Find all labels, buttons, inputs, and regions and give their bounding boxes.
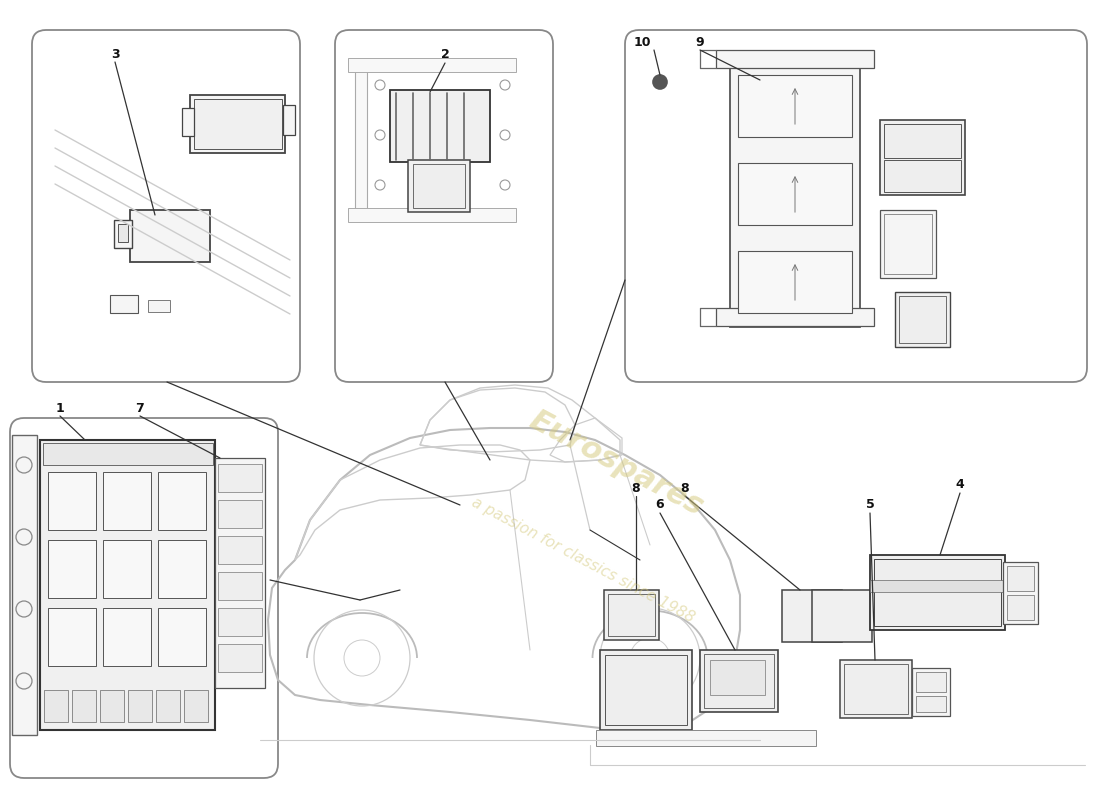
Bar (1006, 566, 1034, 591)
Bar (895, 292, 950, 347)
Bar (158, 608, 206, 666)
Bar (218, 500, 262, 528)
Bar (608, 594, 654, 636)
Bar (390, 90, 490, 162)
Bar (700, 650, 778, 712)
FancyBboxPatch shape (10, 418, 278, 778)
Bar (916, 672, 946, 692)
Bar (194, 99, 282, 149)
Bar (605, 655, 688, 725)
Bar (1006, 595, 1034, 620)
Bar (218, 572, 262, 600)
Bar (190, 95, 285, 153)
Bar (782, 590, 842, 642)
Bar (158, 540, 206, 598)
Bar (148, 300, 170, 312)
Bar (916, 696, 946, 712)
Bar (738, 251, 852, 313)
Bar (130, 210, 210, 262)
Bar (158, 472, 206, 530)
Bar (72, 690, 96, 722)
Text: a passion for classics since 1988: a passion for classics since 1988 (469, 494, 697, 626)
Text: 4: 4 (956, 478, 965, 491)
Bar (412, 164, 465, 208)
Bar (730, 55, 860, 327)
Text: 6: 6 (656, 498, 664, 511)
Text: 10: 10 (634, 35, 651, 49)
Bar (704, 654, 774, 708)
Bar (840, 660, 912, 718)
Bar (596, 730, 816, 746)
Bar (355, 62, 367, 217)
Text: 8: 8 (681, 482, 690, 494)
Bar (870, 555, 1005, 630)
Bar (408, 160, 470, 212)
Bar (103, 540, 151, 598)
Bar (884, 124, 961, 158)
Bar (48, 608, 96, 666)
Bar (738, 75, 852, 137)
Bar (738, 163, 852, 225)
Bar (103, 472, 151, 530)
FancyBboxPatch shape (32, 30, 300, 382)
Text: 1: 1 (56, 402, 65, 414)
Bar (812, 590, 872, 642)
Bar (870, 580, 1005, 592)
Bar (283, 105, 295, 135)
Bar (44, 690, 68, 722)
Bar (182, 108, 194, 136)
Bar (884, 214, 932, 274)
Bar (710, 660, 764, 695)
Bar (604, 590, 659, 640)
Bar (43, 443, 213, 465)
Text: 2: 2 (441, 49, 450, 62)
Bar (874, 559, 1001, 626)
Bar (844, 664, 908, 714)
Bar (716, 50, 874, 68)
Bar (214, 458, 265, 688)
Text: Eurospares: Eurospares (524, 406, 708, 522)
Bar (12, 435, 37, 735)
Bar (884, 160, 961, 192)
Bar (184, 690, 208, 722)
FancyBboxPatch shape (336, 30, 553, 382)
Text: 8: 8 (631, 482, 640, 494)
Text: 7: 7 (135, 402, 144, 414)
Bar (348, 208, 516, 222)
Bar (1003, 562, 1038, 624)
Bar (40, 440, 214, 730)
Bar (600, 650, 692, 730)
Bar (218, 536, 262, 564)
Circle shape (653, 75, 667, 89)
Bar (716, 308, 874, 326)
Bar (103, 608, 151, 666)
Text: 9: 9 (695, 35, 704, 49)
Bar (218, 608, 262, 636)
Bar (348, 58, 516, 72)
Bar (48, 540, 96, 598)
Bar (128, 690, 152, 722)
FancyBboxPatch shape (625, 30, 1087, 382)
Bar (110, 295, 138, 313)
Bar (880, 210, 936, 278)
Bar (114, 220, 132, 248)
Bar (218, 644, 262, 672)
Bar (880, 120, 965, 195)
Bar (156, 690, 180, 722)
Text: 3: 3 (111, 49, 119, 62)
Bar (118, 224, 128, 242)
Text: 5: 5 (866, 498, 874, 511)
Bar (899, 296, 946, 343)
Bar (100, 690, 124, 722)
Bar (218, 464, 262, 492)
Bar (912, 668, 950, 716)
Bar (48, 472, 96, 530)
